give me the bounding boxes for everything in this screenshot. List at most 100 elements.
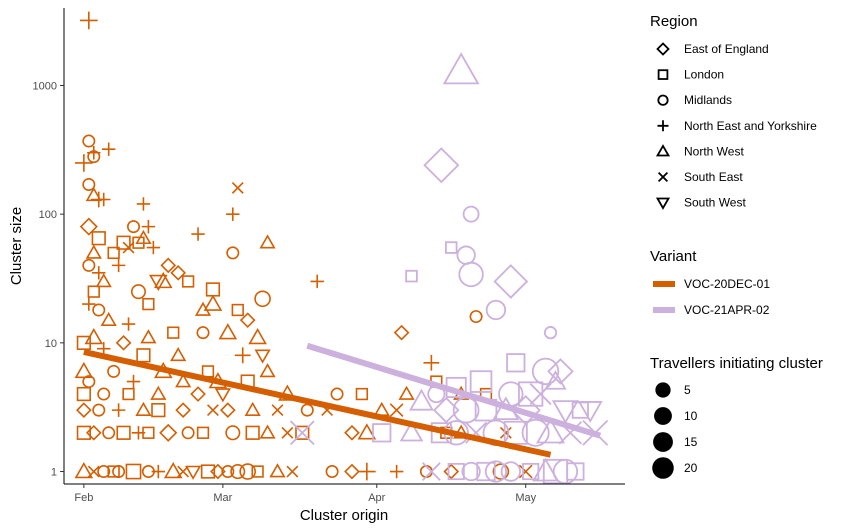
data-point-triangle-up: [150, 385, 167, 400]
data-point-circle: [458, 261, 484, 288]
size-legend-label: 20: [684, 461, 698, 475]
region-legend-label: North West: [684, 144, 744, 158]
data-point-square: [142, 297, 155, 311]
data-point-cross: [231, 181, 244, 194]
data-point-plus: [226, 207, 240, 221]
data-point-diamond: [175, 402, 191, 418]
data-point-square: [503, 420, 528, 445]
y-axis-title: Cluster size: [8, 207, 25, 285]
data-point-circle: [181, 426, 195, 440]
data-point-circle: [127, 220, 140, 234]
data-point-circle: [500, 461, 521, 482]
region-legend-items: East of England London Midlands North East …: [655, 42, 817, 210]
data-point-triangle-up: [408, 388, 434, 411]
data-point-diamond: [170, 265, 187, 281]
data-point-triangle-down: [185, 465, 202, 480]
data-point-square: [107, 246, 120, 260]
data-point-square: [201, 365, 215, 378]
data-point-circle: [325, 465, 339, 479]
data-point-triangle-up: [135, 229, 152, 245]
data-point-triangle-up: [442, 52, 480, 85]
data-point-triangle-up: [399, 420, 424, 442]
data-point-circle: [102, 426, 116, 440]
data-point-cross: [207, 404, 219, 417]
data-point-triangle-up: [244, 401, 261, 416]
size-legend-title: Travellers initiating cluster: [650, 355, 823, 372]
data-point-circle: [300, 403, 314, 417]
data-point-triangle-up: [269, 463, 286, 478]
data-point-triangle-down: [577, 401, 603, 423]
data-point-triangle-up: [175, 373, 192, 388]
region-legend-title: Region: [650, 13, 698, 30]
data-point-diamond: [220, 402, 236, 418]
data-point-triangle-up: [248, 328, 267, 345]
data-point-circle: [230, 464, 246, 480]
data-point-circle: [456, 245, 476, 265]
data-point-square: [87, 285, 100, 298]
data-point-plus: [97, 192, 111, 207]
data-point-square: [76, 335, 91, 350]
data-point-triangle-down: [214, 388, 231, 403]
data-point-triangle-up: [163, 462, 183, 479]
region-legend-label: East of England: [684, 42, 769, 56]
data-point-cross: [529, 383, 552, 406]
data-point-square: [566, 462, 585, 481]
data-point-diamond: [190, 386, 206, 402]
data-point-plus: [146, 240, 161, 255]
data-point-cross: [87, 465, 100, 478]
data-point-circle: [469, 310, 483, 324]
variant-legend-items: VOC-20DEC-01 VOC-21APR-02: [653, 277, 770, 317]
data-point-diamond: [85, 424, 102, 441]
legend-key-triangle-down: [655, 197, 671, 210]
data-point-triangle-up: [95, 273, 112, 288]
size-legend-items: 5 10 15 20: [652, 382, 698, 479]
data-point-square: [116, 425, 131, 440]
data-point-square: [372, 423, 392, 443]
series-2-points: [289, 52, 609, 485]
data-point-circle: [226, 246, 240, 260]
data-point-circle: [196, 326, 210, 340]
x-tick-label: Feb: [74, 492, 93, 504]
size-legend-key: [655, 382, 671, 398]
data-point-square: [405, 269, 418, 283]
data-point-diamond: [344, 424, 360, 441]
data-point-circle: [221, 465, 235, 479]
data-point-plus: [126, 374, 141, 389]
data-point-square: [125, 463, 142, 480]
region-legend-label: London: [684, 68, 724, 82]
data-point-cross: [122, 241, 135, 254]
data-point-square: [476, 461, 496, 482]
region-legend-label: South East: [684, 170, 743, 184]
data-point-square: [136, 348, 151, 363]
data-point-triangle-up: [259, 363, 276, 378]
data-point-diamond: [547, 358, 574, 385]
data-point-plus: [82, 297, 96, 311]
data-point-plus: [92, 266, 106, 280]
size-legend-label: 5: [684, 383, 691, 397]
data-point-square: [167, 326, 180, 339]
variant-legend-title: Variant: [650, 248, 697, 265]
data-point-square: [251, 465, 264, 478]
data-point-square: [76, 425, 91, 440]
data-point-diamond: [160, 257, 177, 274]
data-point-circle: [92, 403, 106, 417]
data-point-cross: [422, 462, 441, 481]
data-point-triangle-down: [551, 400, 579, 424]
data-point-square: [122, 387, 135, 401]
data-point-square: [76, 386, 91, 402]
data-point-circle: [239, 463, 256, 480]
y-tick-label: 1000: [33, 80, 57, 92]
data-point-circle: [492, 463, 510, 480]
variant-legend-label: VOC-20DEC-01: [684, 277, 770, 291]
data-point-square: [518, 381, 544, 407]
data-point-plus: [423, 354, 440, 371]
data-point-diamond: [344, 463, 360, 480]
data-point-circle: [107, 364, 121, 378]
data-point-circle: [254, 290, 271, 308]
data-point-square: [355, 387, 369, 401]
trend-line: [83, 348, 552, 458]
region-legend-label: North East and Yorkshire: [684, 119, 817, 133]
x-tick-label: Mar: [213, 492, 232, 504]
data-point-square: [181, 275, 195, 288]
data-point-square: [142, 426, 155, 439]
